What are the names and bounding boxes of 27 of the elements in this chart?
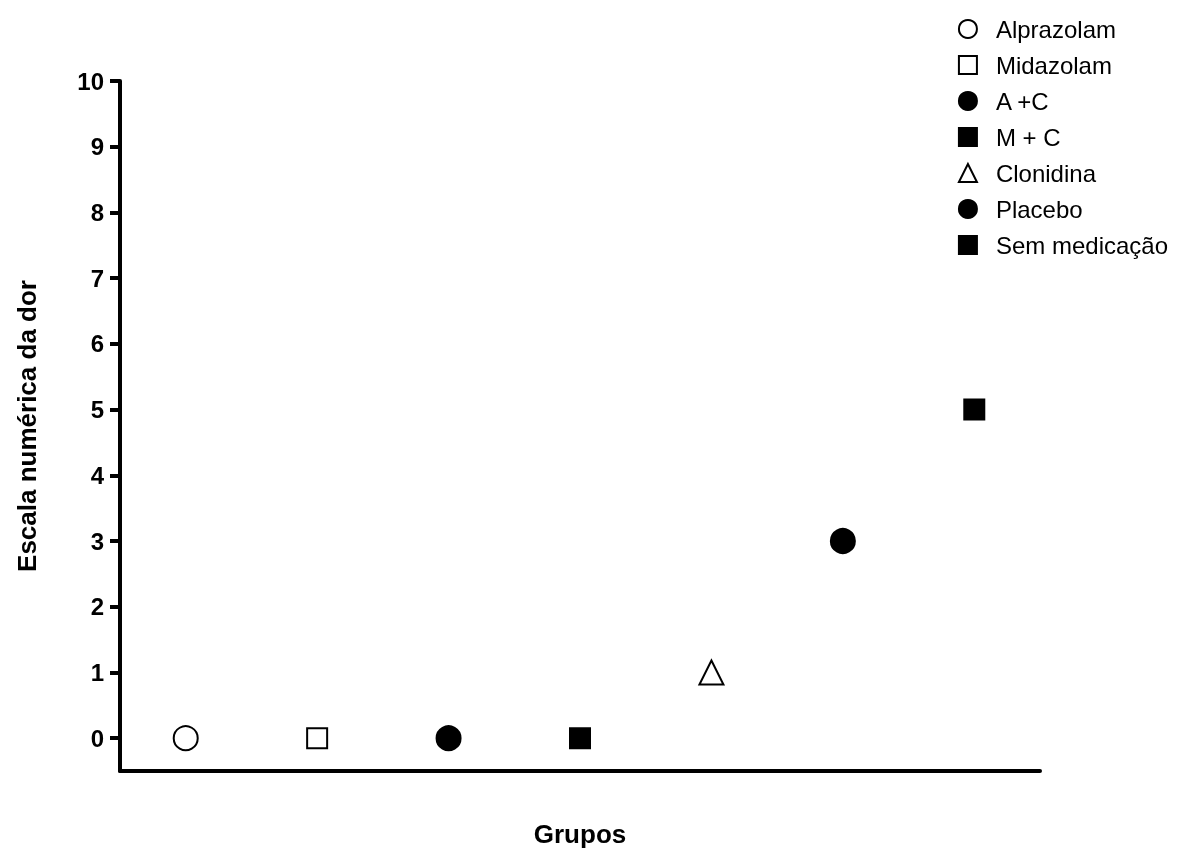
legend-label: Alprazolam (995, 15, 1116, 43)
point (569, 727, 591, 750)
y-tick-label: 2 (90, 593, 104, 621)
point (435, 725, 462, 752)
y-tick-label: 4 (90, 461, 105, 489)
y-tick-label: 3 (90, 527, 104, 555)
point (698, 659, 725, 686)
point (306, 727, 329, 750)
legend-label: A +C (995, 87, 1049, 115)
y-tick-label: 9 (90, 133, 104, 161)
point (963, 398, 986, 421)
point (829, 528, 856, 554)
y-tick-label: 6 (90, 330, 104, 358)
legend-label: Placebo (995, 195, 1083, 223)
legend-label: Midazolam (995, 51, 1112, 79)
y-axis-title: Escala numérica da dor (12, 280, 42, 572)
y-tick-label: 7 (90, 264, 104, 292)
y-tick-label: 8 (90, 198, 104, 226)
y-tick-label: 1 (90, 658, 104, 686)
legend-label: Clonidina (995, 159, 1097, 187)
x-axis-title: Grupos (533, 819, 627, 849)
legend-label: M + C (995, 123, 1061, 151)
y-tick-label: 0 (90, 724, 104, 752)
legend-label: Sem medicação (995, 231, 1168, 259)
point (172, 725, 199, 752)
y-tick-label: 5 (90, 396, 104, 424)
y-tick-label: 10 (77, 67, 104, 95)
